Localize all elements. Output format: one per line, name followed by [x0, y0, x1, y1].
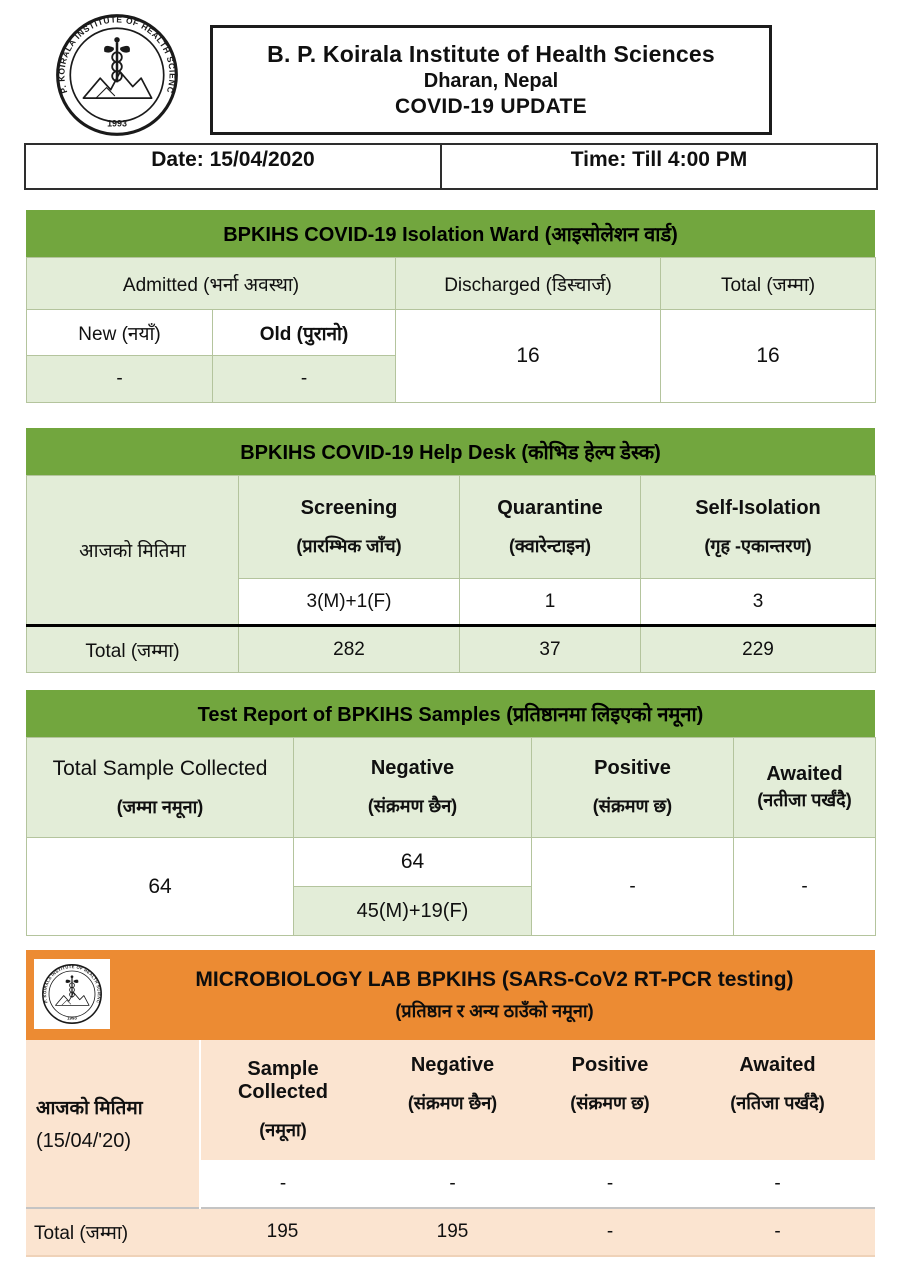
- help-desk-section: BPKIHS COVID-19 Help Desk (कोभिड हेल्प ड…: [26, 428, 876, 673]
- screening-total-value: 282: [238, 624, 460, 673]
- helpdesk-total-label: Total (जम्मा): [26, 624, 239, 673]
- admitted-header: Admitted (भर्ना अवस्था): [25, 257, 397, 310]
- microbiology-row-label: आजको मितिमा (15/04/'20): [26, 1040, 201, 1208]
- total-header: Total (जम्मा): [660, 257, 877, 310]
- sample-collected-header: Sample Collected (नमूना): [200, 1040, 365, 1160]
- mb-positive-total-value: -: [540, 1207, 680, 1257]
- help-desk-table: आजको मितिमा Screening (प्रारम्भिक जाँच) …: [26, 475, 876, 673]
- mb-awaited-header: Awaited (नतिजा पर्खंदै): [680, 1040, 875, 1160]
- collected-header: Total Sample Collected (जम्मा नमूना): [26, 737, 294, 838]
- mb-negative-header: Negative (संक्रमण छैन): [365, 1040, 540, 1160]
- mb-negative-total-value: 195: [365, 1207, 540, 1257]
- report-date: Date: 15/04/2020: [26, 145, 442, 188]
- report-time: Time: Till 4:00 PM: [570, 148, 748, 171]
- awaited-value: -: [733, 837, 876, 936]
- microbiology-section: MICROBIOLOGY LAB BPKIHS (SARS-CoV2 RT-PC…: [26, 950, 875, 1257]
- mb-sample-today-value: -: [279, 1172, 287, 1194]
- test-report-table: Total Sample Collected (जम्मा नमूना) Neg…: [26, 737, 876, 936]
- negative-breakdown-value: 45(M)+19(F): [293, 886, 532, 936]
- mb-awaited-today-value: -: [774, 1172, 781, 1194]
- mb-positive-today-value: -: [606, 1172, 614, 1194]
- discharged-header: Discharged (डिस्चार्ज): [395, 257, 662, 310]
- quarantine-total-value: 37: [459, 624, 641, 673]
- helpdesk-row-label: आजको मितिमा: [26, 475, 239, 626]
- mb-total-label: Total (जम्मा): [26, 1207, 200, 1257]
- mb-negative-today-value: -: [449, 1172, 456, 1194]
- microbiology-title: MICROBIOLOGY LAB BPKIHS (SARS-CoV2 RT-PC…: [195, 967, 794, 991]
- old-value: -: [211, 355, 397, 403]
- new-value: -: [26, 355, 213, 403]
- mb-awaited-total-value: -: [680, 1207, 875, 1257]
- positive-value: -: [531, 837, 734, 936]
- letterhead-title-box: B. P. Koirala Institute of Health Scienc…: [210, 25, 772, 135]
- self-isolation-today-value: 3: [640, 578, 876, 626]
- old-subheader: Old (पुरानो): [211, 309, 397, 356]
- date-time-bar: Date: 15/04/2020 Time: Till 4:00 PM: [24, 143, 878, 190]
- self-isolation-total-value: 229: [640, 624, 876, 673]
- positive-header: Positive (संक्रमण छ): [531, 737, 734, 838]
- total-value: 16: [660, 309, 877, 403]
- mb-positive-header: Positive (संक्रमण छ): [540, 1040, 680, 1160]
- negative-value: 64: [293, 837, 532, 887]
- microbiology-header-bar: MICROBIOLOGY LAB BPKIHS (SARS-CoV2 RT-PC…: [26, 950, 875, 1040]
- isolation-ward-section: BPKIHS COVID-19 Isolation Ward (आइसोलेशन…: [25, 210, 877, 403]
- negative-header: Negative (संक्रमण छैन): [293, 737, 532, 838]
- isolation-ward-title: BPKIHS COVID-19 Isolation Ward (आइसोलेशन…: [26, 210, 875, 257]
- collected-value: 64: [26, 837, 294, 936]
- microbiology-table: आजको मितिमा (15/04/'20) Sample Collected…: [26, 1040, 875, 1257]
- test-report-title: Test Report of BPKIHS Samples (प्रतिष्ठा…: [26, 690, 875, 737]
- microbiology-subtitle: (प्रतिष्ठान र अन्य ठाउँको नमूना): [395, 1000, 594, 1021]
- new-subheader: New (नयाँ): [26, 309, 213, 356]
- bpkihs-seal-logo-small: [34, 959, 110, 1029]
- quarantine-today-value: 1: [459, 578, 641, 626]
- awaited-header: Awaited (नतीजा पर्खंदै): [733, 737, 876, 838]
- isolation-ward-table: Admitted (भर्ना अवस्था) Discharged (डिस्…: [25, 257, 877, 403]
- bpkihs-seal-logo: [54, 12, 180, 138]
- screening-header: Screening (प्रारम्भिक जाँच): [238, 475, 460, 579]
- screening-today-value: 3(M)+1(F): [238, 578, 460, 626]
- institute-city: Dharan, Nepal: [423, 70, 559, 92]
- bulletin-title: COVID-19 UPDATE: [395, 95, 587, 118]
- self-isolation-header: Self-Isolation (गृह -एकान्तरण): [640, 475, 876, 579]
- mb-sample-total-value: 195: [200, 1207, 365, 1257]
- institute-name: B. P. Koirala Institute of Health Scienc…: [267, 41, 715, 67]
- test-report-section: Test Report of BPKIHS Samples (प्रतिष्ठा…: [26, 690, 876, 936]
- quarantine-header: Quarantine (क्वारेन्टाइन): [459, 475, 641, 579]
- help-desk-title: BPKIHS COVID-19 Help Desk (कोभिड हेल्प ड…: [26, 428, 875, 475]
- discharged-value: 16: [395, 309, 662, 403]
